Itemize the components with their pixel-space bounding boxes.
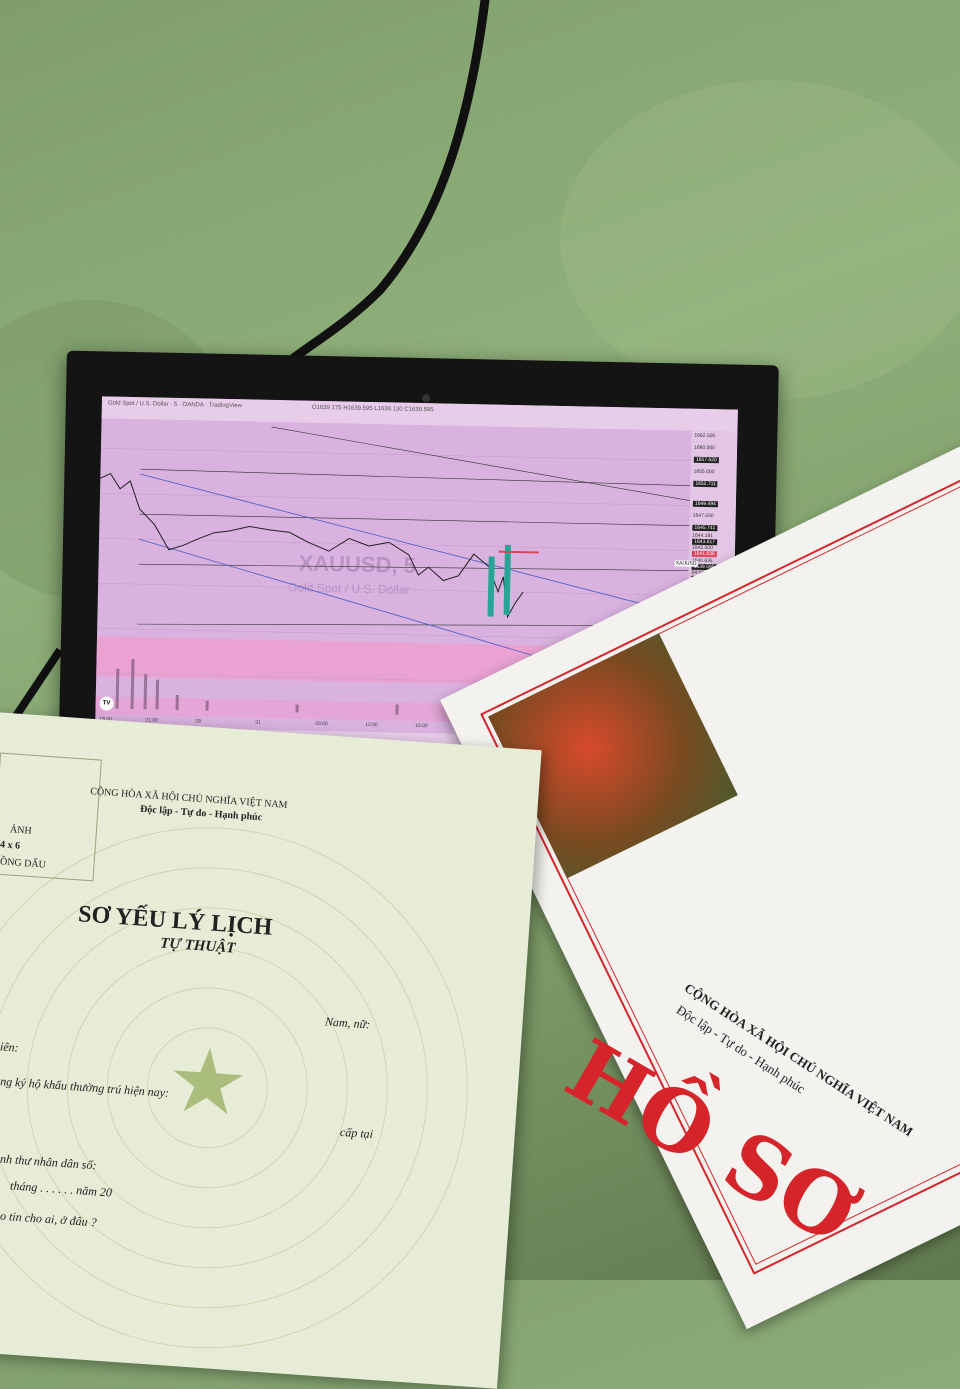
webcam bbox=[422, 394, 431, 403]
price-label: 1655.000 bbox=[693, 468, 715, 476]
time-label: 29 bbox=[195, 718, 201, 725]
candle-bar bbox=[487, 556, 495, 617]
price-label: 1657.620 bbox=[693, 456, 719, 464]
ohlc-readout: O1639.175 H1639.595 L1639.130 C1639.595 bbox=[311, 404, 434, 414]
price-chart bbox=[96, 426, 691, 715]
so-yeu-ly-lich-form bbox=[0, 711, 542, 1389]
price-label: 1662.500 bbox=[694, 432, 716, 440]
price-label: 1641.035 bbox=[691, 550, 717, 558]
price-label: 1660.000 bbox=[694, 444, 716, 452]
symbol-tag: XAUUSD bbox=[674, 560, 698, 567]
field-gender: Nam, nữ: bbox=[324, 1014, 371, 1032]
photo-size-label: 4 x 6 bbox=[0, 839, 21, 852]
price-label: 1647.500 bbox=[692, 512, 714, 520]
candle-bar bbox=[503, 544, 512, 615]
time-label: 12:00 bbox=[365, 721, 378, 729]
star-emblem bbox=[173, 1047, 244, 1115]
field-issued: cấp tại bbox=[339, 1124, 374, 1142]
field-name: iên: bbox=[0, 1039, 20, 1055]
laptop: Gold Spot / U.S. Dollar · 5 · OANDA · Tr… bbox=[57, 350, 779, 836]
time-label: 09:00 bbox=[315, 720, 328, 728]
guilloche-pattern bbox=[0, 827, 468, 1349]
chart-title: Gold Spot / U.S. Dollar · 5 · OANDA · Tr… bbox=[107, 400, 242, 410]
price-label: 1645.741 bbox=[692, 524, 718, 532]
trading-chart-screen: Gold Spot / U.S. Dollar · 5 · OANDA · Tr… bbox=[94, 396, 738, 768]
photo-label: ẢNH bbox=[9, 824, 33, 837]
price-label: 1649.494 bbox=[692, 500, 718, 508]
wall-shade bbox=[560, 80, 960, 400]
price-label: 1652.711 bbox=[693, 480, 718, 488]
time-label: 15:00 bbox=[415, 722, 428, 730]
time-label: 31 bbox=[255, 719, 261, 726]
